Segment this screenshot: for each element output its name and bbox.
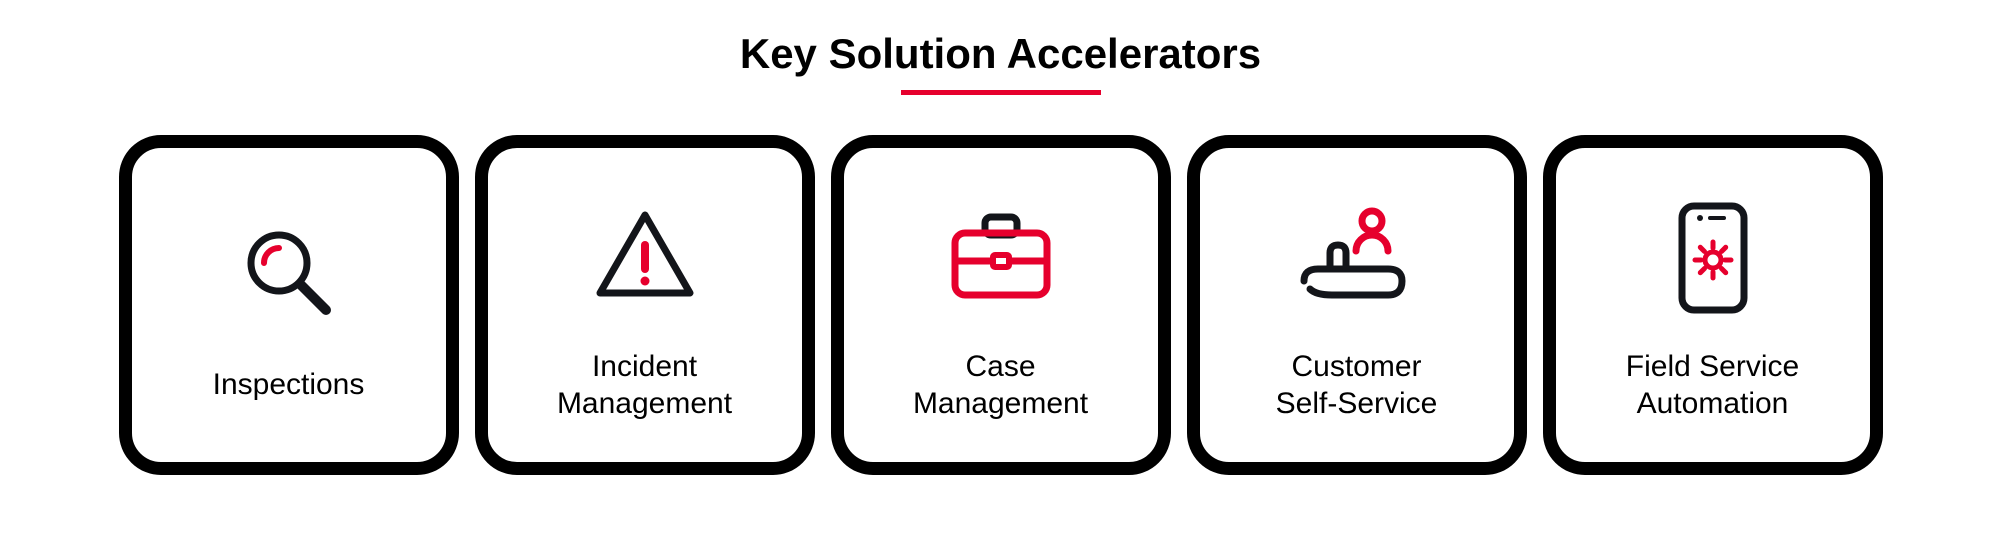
briefcase-icon bbox=[941, 188, 1061, 328]
card-label: Inspections bbox=[213, 366, 365, 404]
cards-row: Inspections Incident Management Case Man… bbox=[119, 135, 1883, 475]
card-label: Field Service Automation bbox=[1626, 348, 1799, 423]
page-title: Key Solution Accelerators bbox=[740, 30, 1261, 78]
card-inspections: Inspections bbox=[119, 135, 459, 475]
card-label: Incident Management bbox=[557, 348, 732, 423]
card-customer-self-service: Customer Self-Service bbox=[1187, 135, 1527, 475]
card-label: Case Management bbox=[913, 348, 1088, 423]
title-underline bbox=[901, 90, 1101, 95]
magnifier-icon bbox=[234, 206, 344, 346]
card-field-service-automation: Field Service Automation bbox=[1543, 135, 1883, 475]
warning-icon bbox=[590, 188, 700, 328]
card-case-management: Case Management bbox=[831, 135, 1171, 475]
phone-gear-icon bbox=[1668, 188, 1758, 328]
card-label: Customer Self-Service bbox=[1276, 348, 1438, 423]
hand-person-icon bbox=[1292, 188, 1422, 328]
card-incident-management: Incident Management bbox=[475, 135, 815, 475]
